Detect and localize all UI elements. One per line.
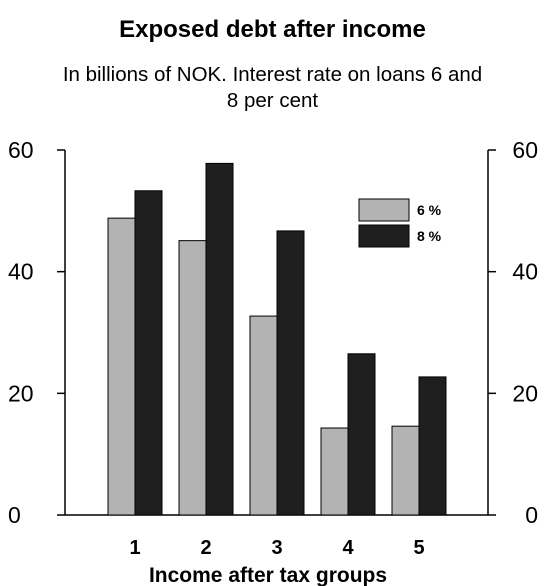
- bar-six-pct-group-3: [249, 315, 278, 516]
- x-tick-label: 3: [271, 537, 282, 559]
- x-axis-label: Income after tax groups: [149, 564, 387, 586]
- y-tick-label-left: 60: [8, 137, 34, 163]
- bar-six-pct-group-4: [320, 427, 349, 516]
- x-tick-label: 1: [129, 537, 140, 559]
- bar-eight-pct-group-1: [134, 190, 163, 516]
- bar-six-pct-group-5: [391, 425, 420, 516]
- bar-eight-pct-group-5: [418, 376, 447, 516]
- bar-eight-pct-group-4: [347, 353, 376, 516]
- chart-bars: [107, 162, 447, 516]
- y-tick-label-right: 40: [512, 259, 538, 285]
- x-tick-label: 5: [413, 537, 424, 559]
- chart-legend: 6 % 8 %: [358, 198, 442, 248]
- x-tick-label: 4: [342, 537, 354, 559]
- x-tick-label: 2: [200, 537, 211, 559]
- legend-swatch-six-pct: [358, 198, 410, 222]
- y-tick-label-right: 0: [525, 502, 538, 528]
- bar-eight-pct-group-2: [205, 162, 234, 516]
- legend-swatch-eight-pct: [358, 224, 410, 248]
- legend-label-eight-pct: 8 %: [417, 228, 442, 244]
- bar-six-pct-group-1: [107, 217, 136, 516]
- y-tick-label-left: 0: [8, 502, 21, 528]
- chart-axes: 0 0 20 20 40 40 60 60 1 2 3 4 5: [8, 137, 538, 559]
- y-tick-label-left: 40: [8, 259, 34, 285]
- y-tick-label-right: 60: [512, 137, 538, 163]
- bar-eight-pct-group-3: [276, 230, 305, 516]
- chart-title: Exposed debt after income: [119, 16, 426, 43]
- bar-six-pct-group-2: [178, 240, 207, 516]
- y-tick-label-left: 20: [8, 380, 34, 406]
- y-tick-label-right: 20: [512, 380, 538, 406]
- chart-subtitle: In billions of NOK. Interest rate on loa…: [62, 63, 483, 112]
- legend-label-six-pct: 6 %: [417, 202, 442, 218]
